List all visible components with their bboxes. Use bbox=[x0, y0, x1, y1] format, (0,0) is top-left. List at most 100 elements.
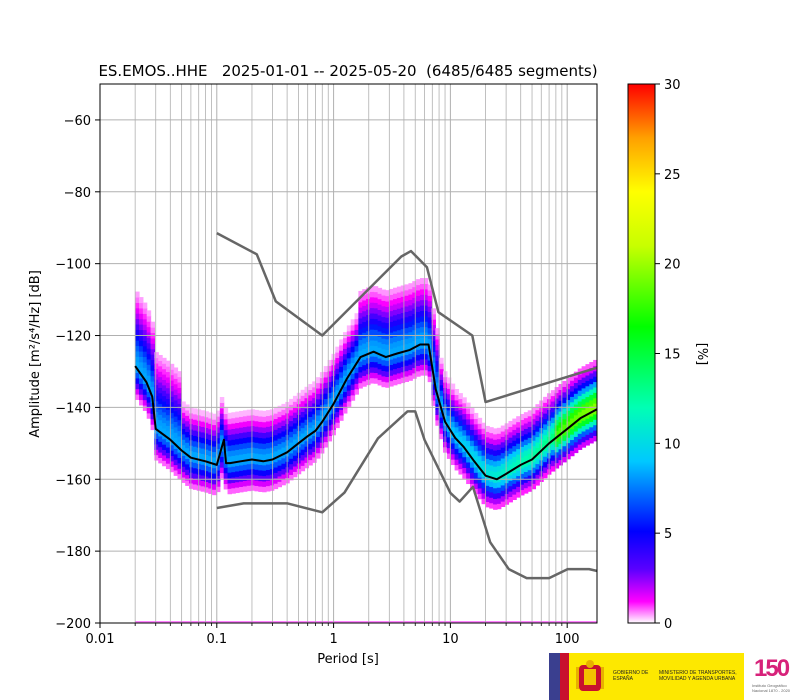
density-cell bbox=[373, 323, 379, 330]
density-cell bbox=[269, 479, 275, 486]
density-cell bbox=[200, 458, 206, 465]
density-cell bbox=[531, 472, 537, 479]
density-cell bbox=[419, 364, 425, 371]
density-cell bbox=[381, 316, 386, 323]
x-axis-label: Period [s] bbox=[317, 652, 379, 667]
density-cell bbox=[154, 443, 159, 450]
density-cell bbox=[258, 410, 263, 417]
density-cell bbox=[135, 291, 140, 298]
density-cell bbox=[373, 313, 379, 320]
density-cell bbox=[250, 452, 256, 459]
density-cell bbox=[427, 327, 433, 334]
density-cell bbox=[142, 334, 148, 341]
density-cell bbox=[400, 285, 406, 292]
density-cell bbox=[200, 464, 206, 471]
density-cell bbox=[146, 364, 152, 371]
density-cell bbox=[570, 450, 575, 457]
density-cell bbox=[408, 315, 413, 322]
density-cell bbox=[362, 343, 367, 349]
density-cell bbox=[508, 496, 513, 503]
density-cell bbox=[523, 439, 529, 446]
density-cell bbox=[389, 321, 394, 328]
density-cell bbox=[477, 434, 483, 440]
density-cell bbox=[554, 424, 560, 431]
density-cell bbox=[423, 348, 429, 355]
density-cell bbox=[177, 452, 182, 458]
density-cell bbox=[446, 431, 452, 438]
density-cell bbox=[581, 398, 587, 405]
density-floor-cell bbox=[593, 621, 597, 623]
density-cell bbox=[562, 413, 567, 420]
density-cell bbox=[523, 460, 529, 467]
density-cell bbox=[135, 388, 140, 395]
density-cell bbox=[312, 429, 317, 436]
density-cell bbox=[435, 349, 440, 356]
density-cell bbox=[593, 424, 597, 431]
density-cell bbox=[239, 486, 244, 493]
density-cell bbox=[165, 387, 171, 394]
density-cell bbox=[512, 467, 517, 474]
density-cell bbox=[504, 455, 510, 462]
density-cell bbox=[173, 372, 179, 379]
density-cell bbox=[289, 425, 294, 432]
density-cell bbox=[408, 283, 413, 290]
density-cell bbox=[558, 416, 563, 423]
density-cell bbox=[323, 398, 329, 405]
density-cell bbox=[570, 434, 575, 441]
density-cell bbox=[296, 425, 302, 432]
density-floor-cell bbox=[208, 621, 213, 623]
density-cell bbox=[366, 330, 371, 337]
density-cell bbox=[593, 408, 597, 415]
density-cell bbox=[250, 457, 256, 464]
density-cell bbox=[450, 448, 456, 455]
density-cell bbox=[215, 426, 221, 433]
density-cell bbox=[304, 413, 309, 420]
density-cell bbox=[458, 409, 463, 416]
density-cell bbox=[369, 356, 375, 362]
density-floor-cell bbox=[173, 621, 179, 623]
density-cell bbox=[204, 454, 209, 461]
density-cell bbox=[162, 427, 167, 434]
density-cell bbox=[269, 463, 275, 470]
density-cell bbox=[396, 356, 402, 363]
density-floor-cell bbox=[266, 621, 271, 623]
density-cell bbox=[254, 436, 259, 443]
density-cell bbox=[562, 418, 567, 425]
density-cell bbox=[219, 402, 225, 409]
density-cell bbox=[531, 450, 537, 457]
density-cell bbox=[419, 369, 425, 376]
density-cell bbox=[346, 379, 352, 386]
density-floor-cell bbox=[231, 621, 236, 623]
density-cell bbox=[535, 474, 540, 481]
density-cell bbox=[173, 383, 179, 390]
density-cell bbox=[496, 443, 502, 450]
density-cell bbox=[327, 424, 333, 431]
density-cell bbox=[523, 422, 529, 429]
density-cell bbox=[577, 400, 583, 407]
density-cell bbox=[516, 491, 521, 498]
density-cell bbox=[400, 296, 406, 303]
density-cell bbox=[239, 475, 244, 482]
density-cell bbox=[554, 462, 560, 469]
density-cell bbox=[500, 490, 506, 497]
density-cell bbox=[250, 484, 256, 491]
density-cell bbox=[354, 377, 359, 384]
density-cell bbox=[316, 377, 321, 384]
density-cell bbox=[239, 437, 244, 444]
density-cell bbox=[516, 480, 521, 487]
density-cell bbox=[266, 447, 271, 454]
density-cell bbox=[154, 454, 159, 461]
density-cell bbox=[308, 416, 313, 423]
density-cell bbox=[204, 411, 209, 418]
density-cell bbox=[419, 326, 425, 333]
density-cell bbox=[400, 333, 406, 340]
density-cell bbox=[254, 442, 259, 449]
density-floor-cell bbox=[373, 621, 379, 623]
density-cell bbox=[327, 403, 333, 410]
density-floor-cell bbox=[469, 621, 475, 623]
density-cell bbox=[469, 413, 475, 420]
density-cell bbox=[342, 342, 348, 349]
density-cell bbox=[312, 446, 317, 453]
density-cell bbox=[477, 471, 483, 478]
